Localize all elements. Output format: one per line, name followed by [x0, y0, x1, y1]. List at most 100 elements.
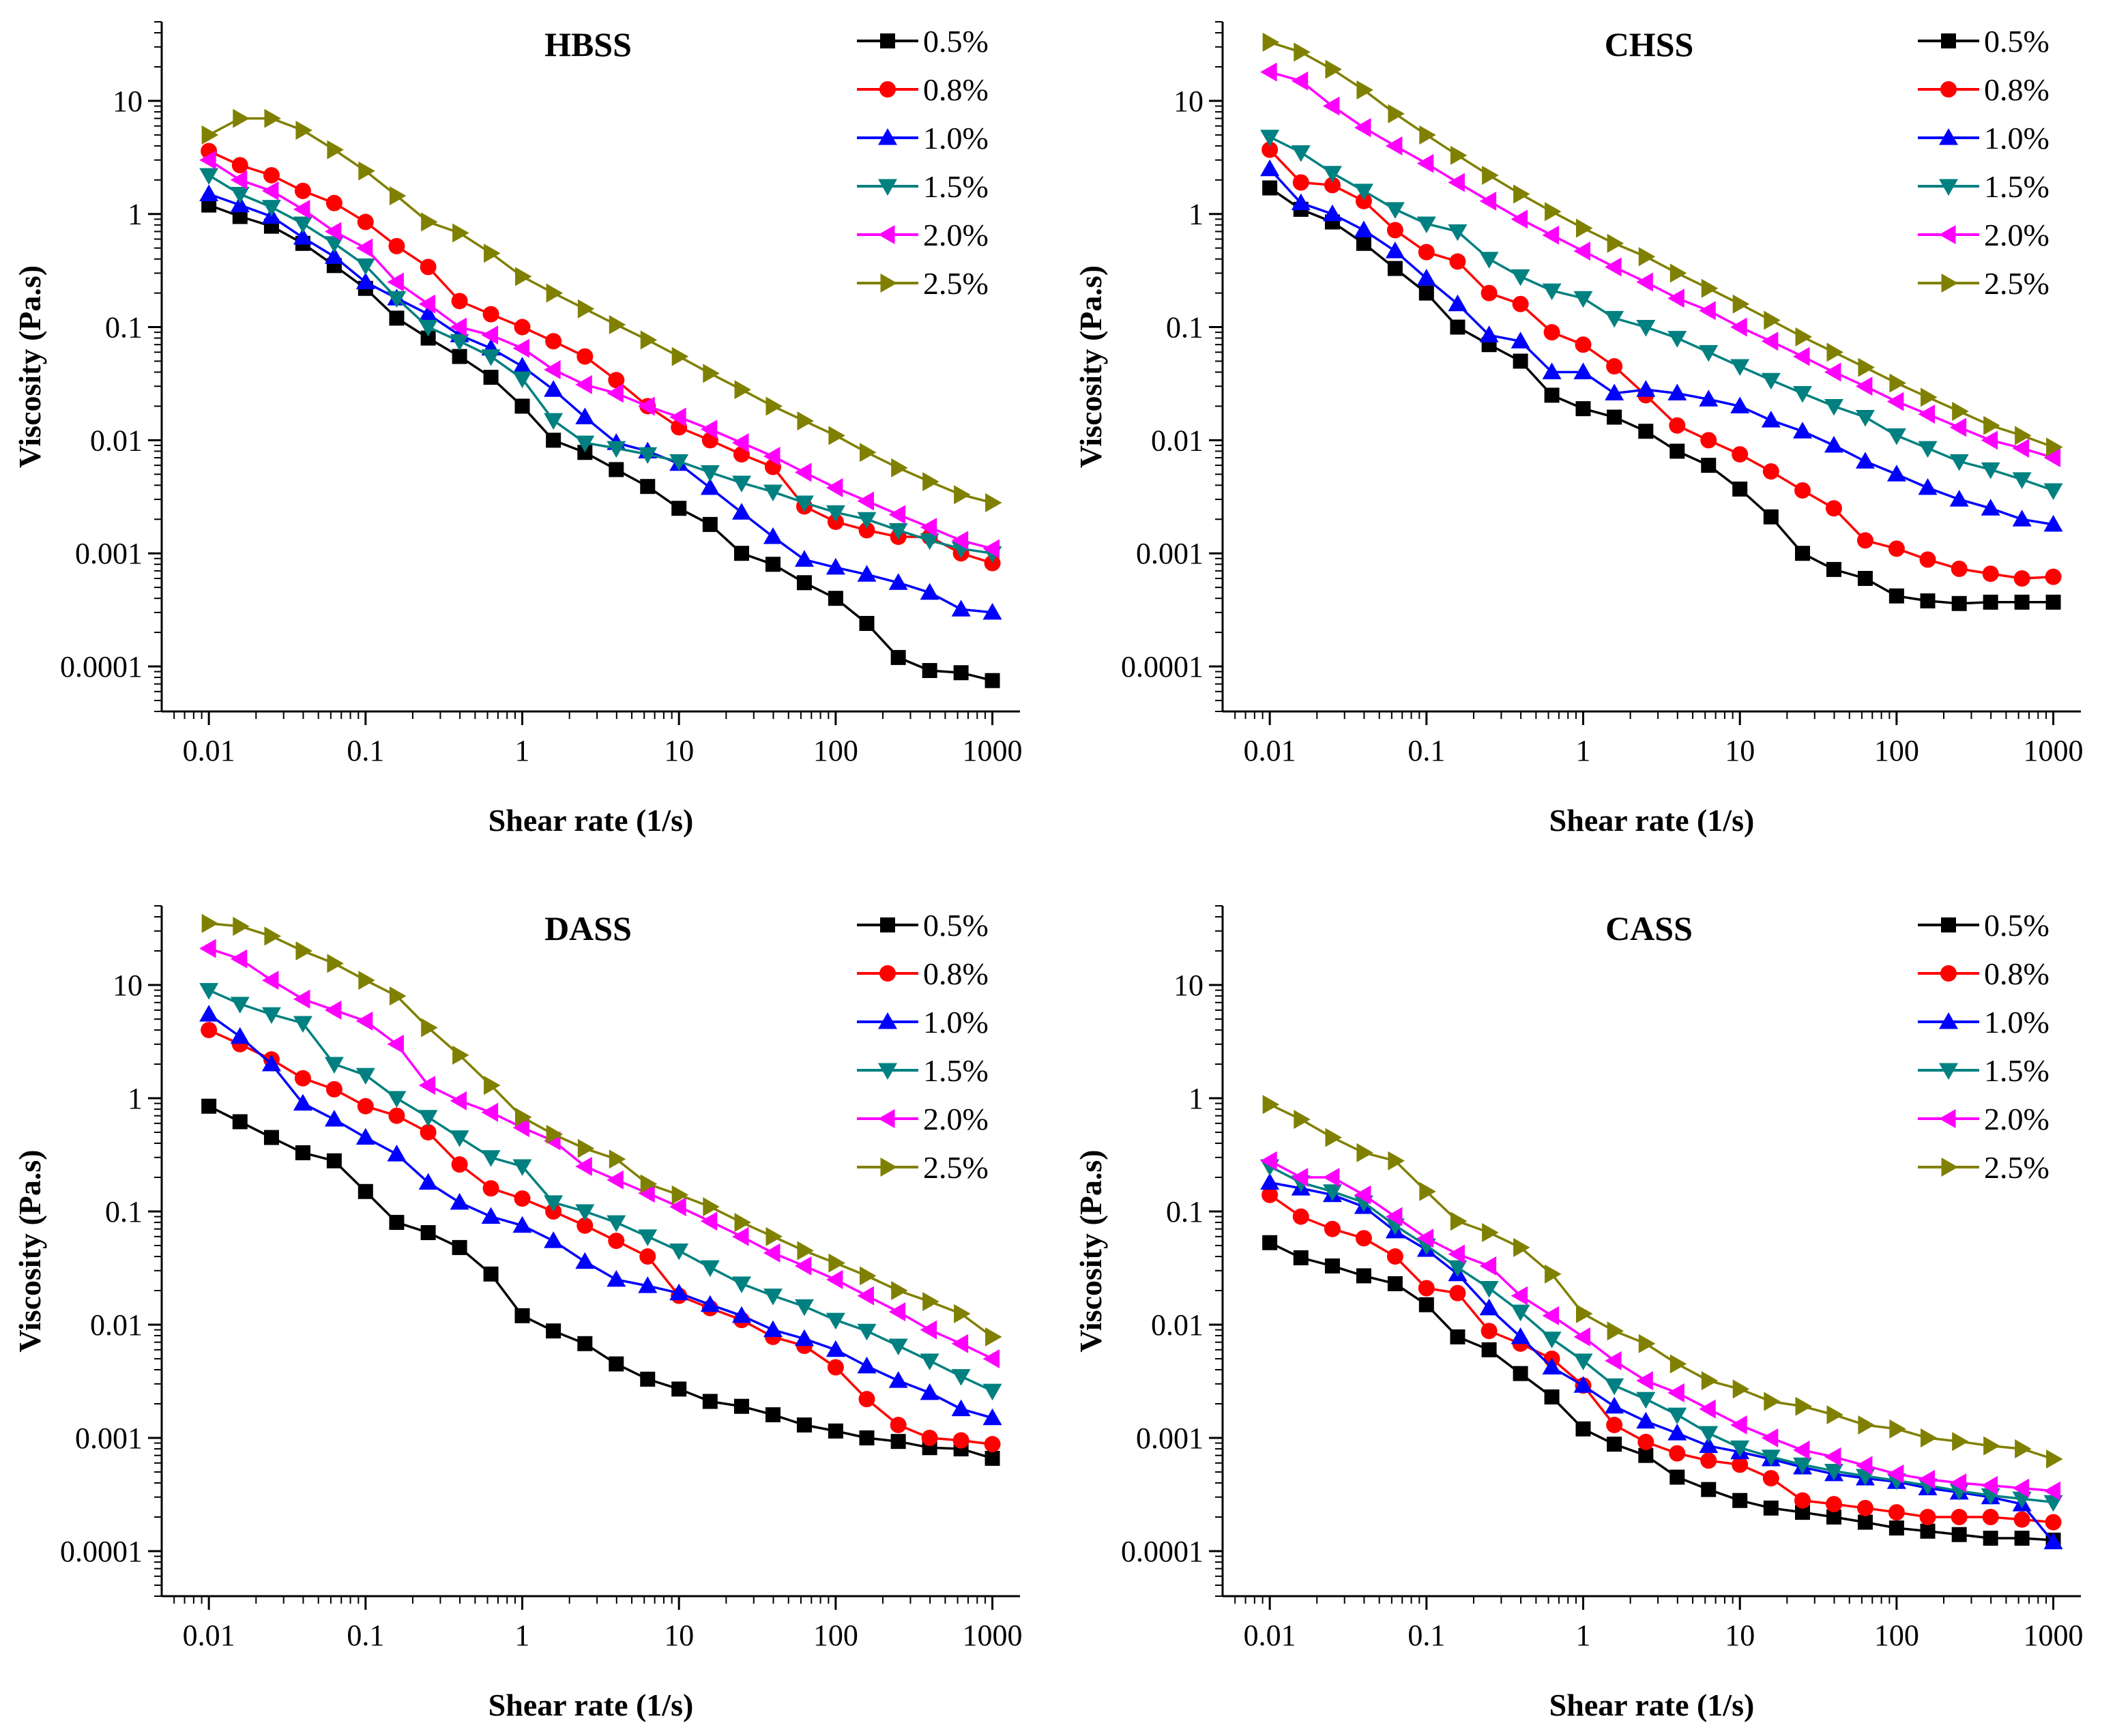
data-point: [231, 157, 248, 174]
data-point: [1261, 1186, 1279, 1203]
data-point: [325, 194, 342, 211]
y-axis-label: Viscosity (Pa.s): [1073, 1149, 1108, 1352]
data-point: [700, 1211, 718, 1231]
data-point: [1730, 396, 1750, 413]
data-point: [1699, 301, 1716, 321]
data-point: [230, 1027, 250, 1044]
chart-panel-dass: 0.01 0.1 1 10 100 1000 0.0001 0.001 0.01 0.1 1 10 Sh…: [12, 905, 1023, 1722]
data-point: [888, 1338, 908, 1356]
data-point: [1354, 183, 1373, 201]
data-point: [293, 199, 310, 219]
data-point: [1636, 320, 1656, 337]
x-tick-label: 1000: [963, 734, 1023, 767]
legend-marker: [878, 1063, 897, 1080]
data-point: [389, 1215, 405, 1231]
data-point: [325, 1080, 342, 1098]
data-point: [1605, 310, 1624, 328]
data-point: [1983, 1531, 1998, 1546]
data-point: [389, 186, 407, 205]
data-point: [420, 1123, 437, 1141]
data-point: [2014, 594, 2030, 610]
data-point: [982, 1408, 1002, 1426]
data-point: [1479, 252, 1499, 269]
x-tick-label: 0.01: [1244, 1619, 1296, 1652]
data-point: [888, 1371, 908, 1388]
data-point: [1918, 1469, 1936, 1489]
data-point: [920, 1320, 937, 1340]
data-point: [1886, 465, 1906, 482]
data-point: [1511, 269, 1530, 286]
data-point: [1952, 1432, 1969, 1452]
data-point: [1636, 380, 1656, 397]
legend-marker: [1941, 33, 1956, 48]
data-point: [2013, 570, 2030, 587]
data-point: [1482, 165, 1499, 185]
data-point: [1636, 272, 1653, 292]
data-point: [1605, 1378, 1624, 1396]
data-point: [920, 533, 939, 550]
legend-marker: [880, 33, 895, 48]
data-point: [920, 583, 939, 600]
data-point: [2045, 568, 2062, 585]
x-tick-label: 1000: [2024, 734, 2084, 767]
legend: 0.5% 0.8% 1.0% 1.5% 2.0% 2.5%: [1918, 24, 2050, 301]
data-point: [481, 1207, 501, 1224]
data-point: [512, 1216, 532, 1233]
data-point: [671, 1381, 687, 1397]
data-point: [1764, 310, 1781, 330]
data-point: [1951, 1527, 1967, 1542]
data-point: [295, 120, 312, 140]
data-point: [1260, 159, 1280, 177]
data-point: [1761, 332, 1779, 351]
data-point: [450, 1192, 469, 1210]
data-point: [450, 1091, 467, 1110]
data-point: [1886, 1464, 1904, 1484]
data-point: [1260, 130, 1280, 147]
chart-panel-cass: 0.01 0.1 1 10 100 1000 0.0001 0.001 0.01 0.1 1 10 Sh…: [1073, 905, 2084, 1722]
legend-marker: [1939, 128, 1958, 145]
legend: 0.5% 0.8% 1.0% 1.5% 2.0% 2.5%: [1918, 908, 2050, 1185]
legend-label: 1.5%: [923, 1053, 989, 1088]
data-point: [733, 546, 749, 561]
data-point: [1416, 153, 1434, 173]
data-point: [1542, 1357, 1562, 1375]
data-point: [1699, 344, 1719, 362]
data-point: [1573, 291, 1593, 308]
data-point: [1260, 1173, 1280, 1190]
data-point: [2043, 448, 2061, 468]
data-point: [512, 1118, 530, 1138]
data-point: [1638, 1334, 1656, 1353]
data-point: [324, 1110, 344, 1127]
data-point: [607, 383, 624, 403]
data-point: [1544, 387, 1560, 403]
data-point: [1669, 417, 1686, 434]
x-tick-label: 1: [1576, 1619, 1591, 1652]
data-point: [609, 1356, 624, 1372]
legend-marker: [879, 965, 896, 982]
data-point: [232, 1114, 248, 1130]
data-point: [857, 491, 875, 511]
data-point: [763, 1289, 783, 1306]
data-point: [387, 291, 407, 308]
data-point: [2043, 483, 2063, 500]
data-point: [264, 108, 281, 128]
x-tick-label: 1000: [2024, 1619, 2084, 1652]
data-point: [1575, 401, 1591, 417]
data-point: [575, 1156, 592, 1176]
data-point: [607, 1269, 626, 1287]
data-point: [1325, 59, 1342, 79]
data-point: [763, 484, 783, 501]
series-line: [208, 203, 993, 682]
data-point: [1636, 1392, 1656, 1409]
data-point: [355, 258, 375, 276]
data-point: [577, 1138, 595, 1158]
data-point: [1669, 443, 1685, 459]
data-point: [1700, 1452, 1717, 1469]
data-point: [512, 357, 532, 374]
data-point: [1856, 532, 1873, 549]
data-point: [640, 330, 658, 350]
data-point: [1513, 1366, 1528, 1381]
data-point: [1479, 1298, 1499, 1316]
data-point: [954, 1304, 971, 1323]
data-point: [984, 673, 1000, 688]
